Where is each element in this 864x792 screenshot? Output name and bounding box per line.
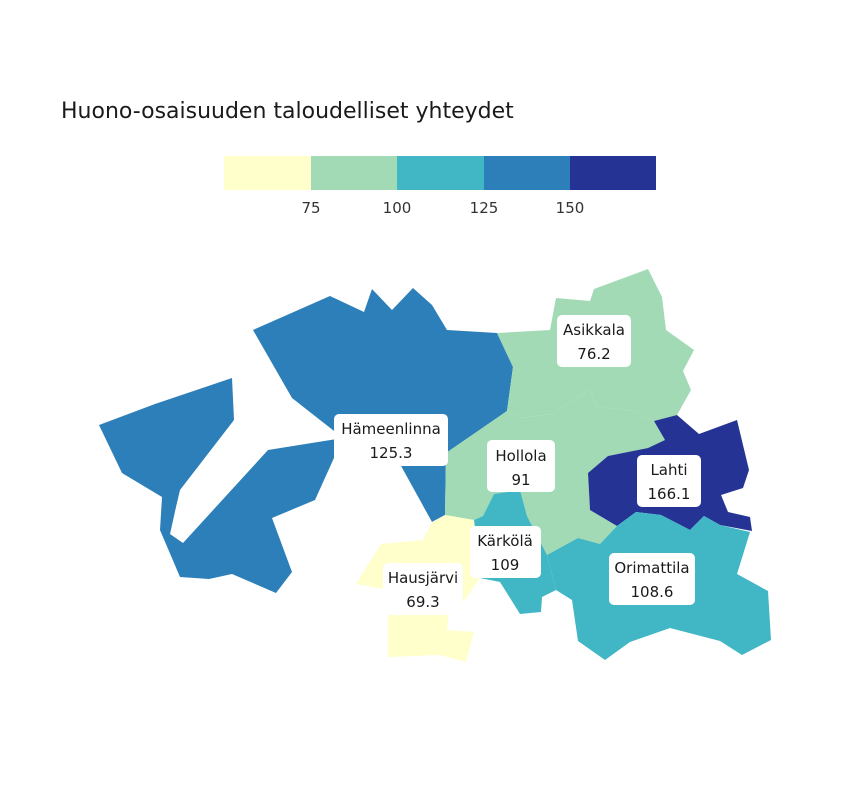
region-hameenlinna[interactable] [99,288,513,593]
legend-swatch-1 [224,156,311,190]
label-lahti-value: 166.1 [648,485,691,503]
region-labels: Hämeenlinna 125.3 Asikkala 76.2 Hollola … [334,315,701,615]
legend-tick-125: 125 [470,199,499,217]
legend-swatch-3 [397,156,484,190]
label-hollola: Hollola 91 [487,440,555,492]
label-orimattila-value: 108.6 [631,583,674,601]
label-hausjarvi-name: Hausjärvi [388,569,458,587]
label-karkola-name: Kärkölä [477,532,533,550]
color-legend: 75 100 125 150 [224,156,656,217]
map-title: Huono-osaisuuden taloudelliset yhteydet [61,99,514,124]
label-asikkala-value: 76.2 [577,345,610,363]
label-hollola-name: Hollola [495,447,546,465]
label-orimattila-name: Orimattila [614,559,689,577]
legend-swatch-2 [311,156,397,190]
label-karkola-value: 109 [491,556,520,574]
legend-tick-150: 150 [556,199,585,217]
label-hausjarvi: Hausjärvi 69.3 [383,563,463,615]
label-hollola-value: 91 [511,471,530,489]
label-hameenlinna: Hämeenlinna 125.3 [334,414,448,466]
legend-tick-100: 100 [383,199,412,217]
label-hameenlinna-value: 125.3 [370,444,413,462]
label-karkola: Kärkölä 109 [470,526,541,578]
label-lahti-name: Lahti [650,461,687,479]
label-asikkala: Asikkala 76.2 [557,315,631,367]
legend-swatch-4 [484,156,570,190]
label-hameenlinna-name: Hämeenlinna [341,420,441,438]
label-lahti: Lahti 166.1 [637,455,701,507]
legend-tick-75: 75 [301,199,320,217]
label-asikkala-name: Asikkala [563,321,625,339]
label-hausjarvi-value: 69.3 [406,593,439,611]
label-orimattila: Orimattila 108.6 [609,553,695,605]
legend-swatch-5 [570,156,656,190]
